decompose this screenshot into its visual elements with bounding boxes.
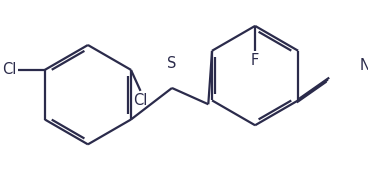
Text: F: F — [251, 53, 259, 68]
Text: N: N — [359, 58, 368, 73]
Text: Cl: Cl — [2, 62, 16, 77]
Text: S: S — [167, 56, 177, 71]
Text: Cl: Cl — [133, 93, 148, 108]
